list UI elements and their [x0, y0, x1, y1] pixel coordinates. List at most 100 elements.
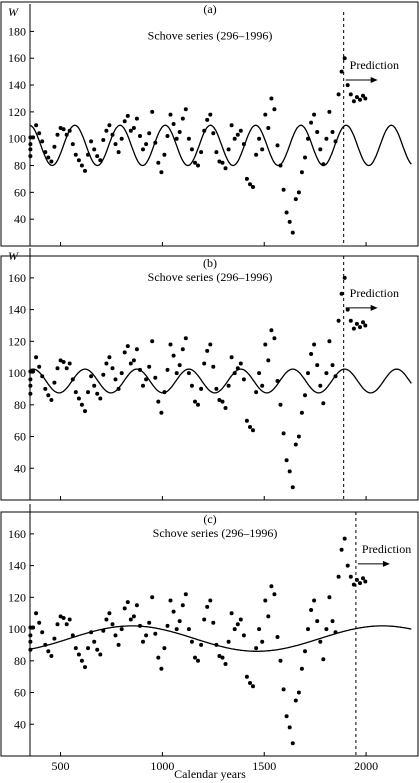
data-point — [263, 342, 268, 347]
data-point — [333, 374, 338, 379]
data-point — [196, 658, 200, 663]
data-point — [266, 126, 271, 130]
y-tick-label: 60 — [14, 686, 26, 700]
data-point — [28, 639, 33, 644]
data-point — [348, 574, 353, 579]
data-point — [330, 619, 335, 624]
data-point — [202, 617, 207, 622]
model-curve — [29, 625, 412, 652]
data-point — [321, 657, 326, 662]
y-tick-label: 120 — [8, 334, 26, 348]
data-point — [162, 152, 167, 157]
data-point — [321, 401, 326, 406]
data-point — [193, 655, 197, 660]
data-point — [251, 428, 255, 433]
data-point — [202, 361, 207, 366]
data-point — [95, 154, 100, 159]
data-point — [208, 598, 213, 603]
prediction-arrow-head — [370, 76, 378, 83]
data-point — [363, 96, 368, 101]
data-point — [101, 372, 106, 377]
y-tick-label: 160 — [8, 51, 26, 65]
data-point — [183, 592, 188, 597]
data-point — [86, 646, 90, 651]
data-point — [180, 347, 185, 352]
prediction-arrow-head — [382, 560, 390, 567]
data-point — [196, 402, 200, 407]
data-point — [73, 646, 78, 651]
data-point — [119, 371, 124, 376]
y-tick-label: 100 — [8, 366, 26, 380]
data-point — [73, 152, 78, 157]
data-point — [40, 139, 45, 144]
data-point — [358, 97, 362, 102]
y-tick-label: 160 — [8, 527, 26, 541]
data-point — [248, 182, 252, 187]
data-point — [269, 584, 274, 589]
data-point — [324, 371, 329, 376]
data-point — [55, 132, 60, 137]
data-point — [257, 136, 262, 141]
data-point — [296, 190, 301, 195]
data-point — [238, 617, 243, 622]
data-point — [241, 142, 246, 147]
data-point — [141, 383, 145, 388]
data-point — [174, 136, 179, 141]
data-point — [199, 386, 204, 391]
data-point — [238, 128, 243, 133]
data-point — [55, 366, 60, 371]
data-point — [290, 230, 295, 235]
data-point — [49, 654, 54, 658]
data-point — [165, 134, 170, 138]
data-point — [354, 321, 359, 326]
data-point — [113, 633, 118, 638]
data-point — [275, 379, 280, 383]
data-point — [363, 323, 368, 328]
data-point — [83, 665, 87, 670]
data-point — [244, 674, 249, 679]
data-point — [315, 130, 320, 134]
data-point — [211, 620, 216, 625]
data-point — [281, 187, 286, 192]
y-tick-label: 120 — [8, 590, 26, 604]
data-point — [342, 536, 347, 541]
data-point — [330, 130, 335, 134]
data-point — [339, 291, 344, 296]
data-point — [34, 123, 39, 128]
data-point — [58, 358, 63, 363]
data-point — [272, 336, 277, 341]
data-point — [110, 622, 115, 627]
data-point — [339, 547, 344, 552]
data-point — [92, 147, 97, 152]
data-point — [28, 383, 33, 388]
data-point — [147, 620, 152, 625]
prediction-label: Prediction — [350, 286, 399, 300]
data-point — [150, 109, 155, 114]
data-point — [58, 614, 63, 619]
data-point — [116, 150, 121, 155]
data-point — [180, 116, 185, 121]
data-point — [220, 160, 225, 165]
data-point — [110, 366, 115, 371]
panel-c: 40 60 80 100 120 140 160 500 1000 1500 2000 (c)Scho… — [0, 504, 419, 773]
data-point — [226, 147, 231, 152]
data-point — [141, 147, 145, 152]
y-tick-label: 100 — [8, 132, 26, 146]
data-point — [327, 339, 332, 344]
data-point — [324, 136, 329, 141]
data-point — [290, 485, 295, 490]
data-point — [324, 627, 329, 632]
data-point — [269, 328, 274, 333]
data-point — [46, 649, 51, 654]
data-point — [214, 642, 219, 647]
data-point — [214, 386, 219, 391]
data-point — [95, 391, 100, 396]
prediction-arrow-head — [370, 304, 378, 311]
data-point — [156, 655, 161, 660]
data-point — [28, 147, 33, 152]
data-point — [281, 687, 286, 692]
data-point — [309, 608, 314, 612]
data-point — [235, 132, 240, 137]
data-point — [101, 138, 106, 142]
data-point — [174, 627, 179, 632]
